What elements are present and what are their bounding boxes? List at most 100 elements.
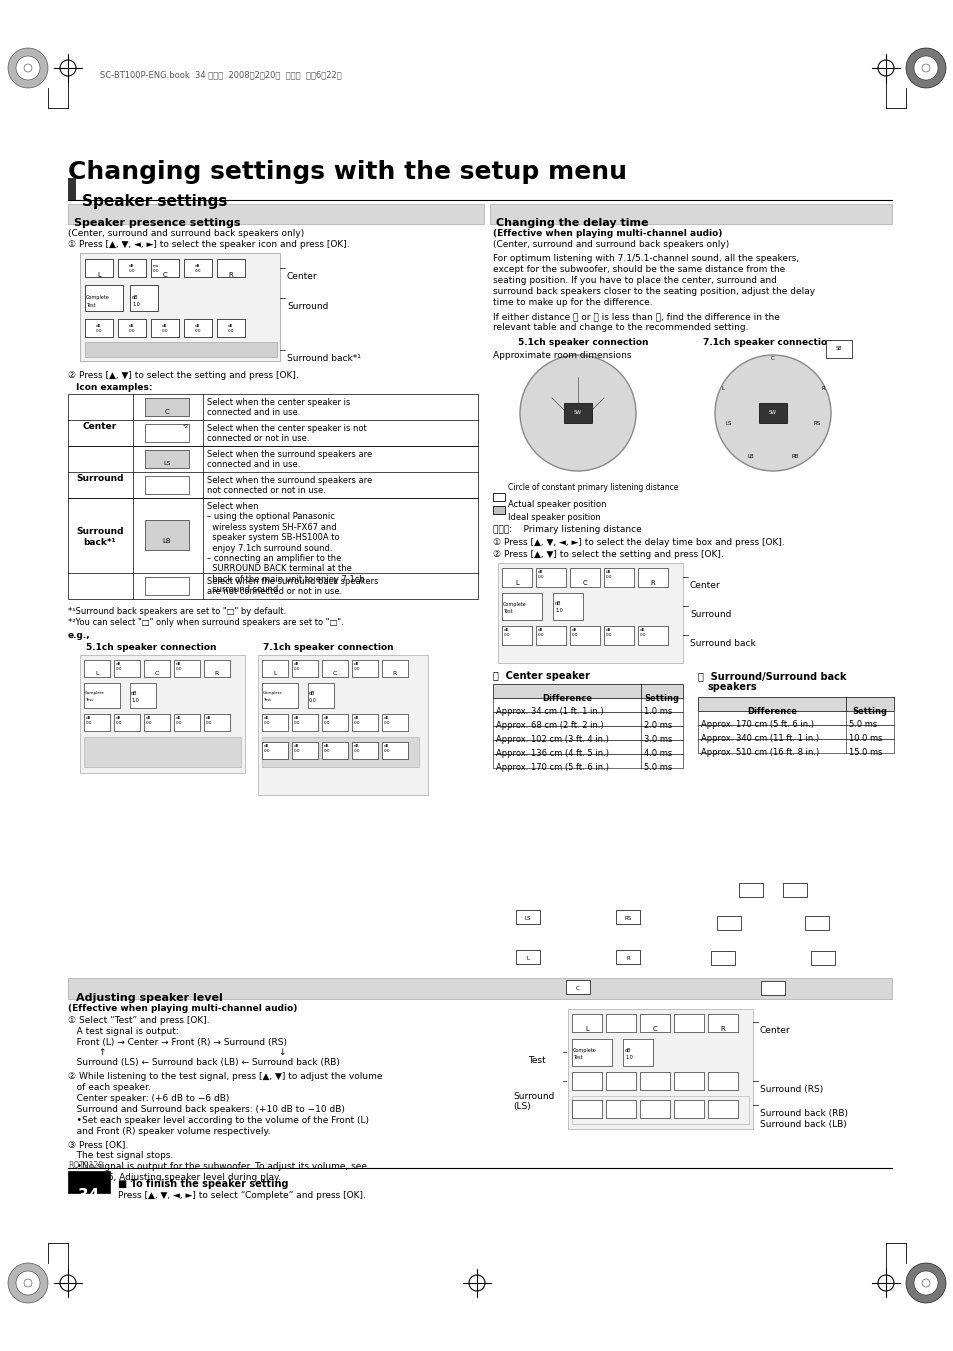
Text: dB
0.0: dB 0.0	[194, 263, 201, 273]
Bar	[493, 684, 682, 698]
Bar	[257, 655, 428, 794]
Bar	[130, 285, 158, 311]
Text: Surround: Surround	[76, 474, 124, 484]
Bar	[113, 661, 140, 677]
Text: and Front (R) speaker volume respectively.: and Front (R) speaker volume respectivel…	[68, 1127, 271, 1136]
Bar	[68, 446, 477, 499]
Text: dB
0.0: dB 0.0	[86, 716, 92, 724]
Bar	[698, 697, 893, 711]
Text: 4.0 ms: 4.0 ms	[643, 748, 672, 758]
Text: 1.0: 1.0	[131, 698, 138, 703]
Text: Approx. 102 cm (3 ft. 4 in.): Approx. 102 cm (3 ft. 4 in.)	[496, 735, 608, 744]
Text: ① Press [▲, ▼, ◄, ►] to select the delay time box and press [OK].: ① Press [▲, ▼, ◄, ►] to select the delay…	[493, 538, 784, 547]
Bar	[204, 713, 230, 731]
Text: LB: LB	[747, 454, 754, 459]
Text: speakers: speakers	[707, 682, 757, 692]
Bar	[184, 319, 212, 336]
Text: *2: *2	[183, 424, 189, 430]
Bar	[638, 567, 667, 586]
Bar	[605, 1015, 636, 1032]
Bar	[84, 713, 110, 731]
Bar	[144, 661, 170, 677]
Text: 7.1ch speaker connection: 7.1ch speaker connection	[702, 338, 833, 347]
Text: ② While listening to the test signal, press [▲, ▼] to adjust the volume: ② While listening to the test signal, pr…	[68, 1071, 382, 1081]
Bar	[381, 742, 408, 759]
Text: R: R	[625, 955, 629, 961]
Bar	[118, 259, 146, 277]
Text: 10.0 ms: 10.0 ms	[848, 734, 882, 743]
Bar	[572, 1039, 612, 1066]
Bar	[322, 742, 348, 759]
Bar	[151, 259, 179, 277]
Bar	[84, 738, 241, 767]
Text: Surround: Surround	[689, 611, 731, 619]
Text: Test: Test	[502, 609, 512, 613]
Bar	[130, 684, 156, 708]
Text: C: C	[652, 1025, 657, 1032]
Bar	[605, 1100, 636, 1119]
Bar	[565, 979, 589, 994]
Text: Approx. 68 cm (2 ft. 2 in.): Approx. 68 cm (2 ft. 2 in.)	[496, 721, 603, 730]
Text: Approx. 136 cm (4 ft. 5 in.): Approx. 136 cm (4 ft. 5 in.)	[496, 748, 608, 758]
Bar	[68, 1171, 110, 1193]
Text: dB
0.0: dB 0.0	[384, 716, 390, 724]
Text: Center: Center	[83, 422, 117, 431]
Text: dB
0.0: dB 0.0	[129, 324, 135, 332]
Text: Complete: Complete	[86, 295, 110, 300]
Text: Surround (LS) ← Surround back (LB) ← Surround back (RB): Surround (LS) ← Surround back (LB) ← Sur…	[68, 1058, 339, 1067]
Text: Select when the surround speakers are
connected and in use.: Select when the surround speakers are co…	[207, 450, 372, 469]
Circle shape	[905, 49, 945, 88]
Text: of each speaker.: of each speaker.	[68, 1084, 151, 1092]
Bar	[84, 684, 120, 708]
Text: ② Press [▲, ▼] to select the setting and press [OK].: ② Press [▲, ▼] to select the setting and…	[68, 372, 298, 380]
Bar	[639, 1071, 669, 1090]
Bar	[85, 285, 123, 311]
Bar	[80, 253, 280, 361]
Text: Approx. 340 cm (11 ft. 1 in.): Approx. 340 cm (11 ft. 1 in.)	[700, 734, 819, 743]
Bar	[145, 450, 189, 467]
Text: LB: LB	[163, 538, 172, 544]
Text: Ideal speaker position: Ideal speaker position	[507, 513, 600, 521]
Text: C: C	[770, 357, 774, 361]
Bar	[145, 424, 189, 442]
Text: dB
0.0: dB 0.0	[206, 716, 213, 724]
Circle shape	[921, 63, 929, 72]
Text: 34: 34	[78, 1188, 99, 1202]
Text: dB
0.0: dB 0.0	[572, 628, 578, 636]
Text: Surround back (LB): Surround back (LB)	[760, 1120, 846, 1129]
Text: ① Press [▲, ▼, ◄, ►] to select the speaker icon and press [OK].: ① Press [▲, ▼, ◄, ►] to select the speak…	[68, 240, 349, 249]
Text: Center speaker: (+6 dB to −6 dB): Center speaker: (+6 dB to −6 dB)	[68, 1094, 229, 1102]
Bar	[493, 754, 682, 767]
Bar	[739, 884, 762, 897]
Bar	[262, 713, 288, 731]
Text: ms
0.0: ms 0.0	[152, 263, 159, 273]
Text: ③ Press [OK].: ③ Press [OK].	[68, 1140, 128, 1148]
Bar	[381, 661, 408, 677]
Text: dB
0.0: dB 0.0	[162, 324, 168, 332]
Text: A test signal is output:: A test signal is output:	[68, 1027, 178, 1036]
Text: Surround
back*¹: Surround back*¹	[76, 527, 124, 547]
Bar	[490, 204, 891, 224]
Text: Select when the surround back speakers
are not connected or not in use.: Select when the surround back speakers a…	[207, 577, 378, 596]
Text: time to make up for the difference.: time to make up for the difference.	[493, 299, 652, 307]
Bar	[707, 1100, 738, 1119]
Text: dB
0.0: dB 0.0	[194, 324, 201, 332]
Text: The test signal stops.: The test signal stops.	[68, 1151, 173, 1161]
Text: dB
0.0: dB 0.0	[116, 716, 122, 724]
Circle shape	[8, 1263, 48, 1302]
Text: dB
0.0: dB 0.0	[116, 662, 122, 670]
Text: C: C	[576, 985, 579, 990]
Text: Changing settings with the setup menu: Changing settings with the setup menu	[68, 159, 626, 184]
Text: (Center, surround and surround back speakers only): (Center, surround and surround back spea…	[493, 240, 728, 249]
Bar	[322, 713, 348, 731]
Text: Surround: Surround	[287, 303, 328, 311]
Text: Surround back: Surround back	[689, 639, 755, 648]
Text: 1.0: 1.0	[132, 303, 139, 307]
Bar	[569, 567, 599, 586]
Bar	[673, 1015, 703, 1032]
Bar	[184, 259, 212, 277]
Text: dB
0.0: dB 0.0	[175, 662, 182, 670]
Bar	[572, 1100, 601, 1119]
Text: R: R	[229, 272, 233, 278]
Text: R: R	[650, 580, 655, 586]
